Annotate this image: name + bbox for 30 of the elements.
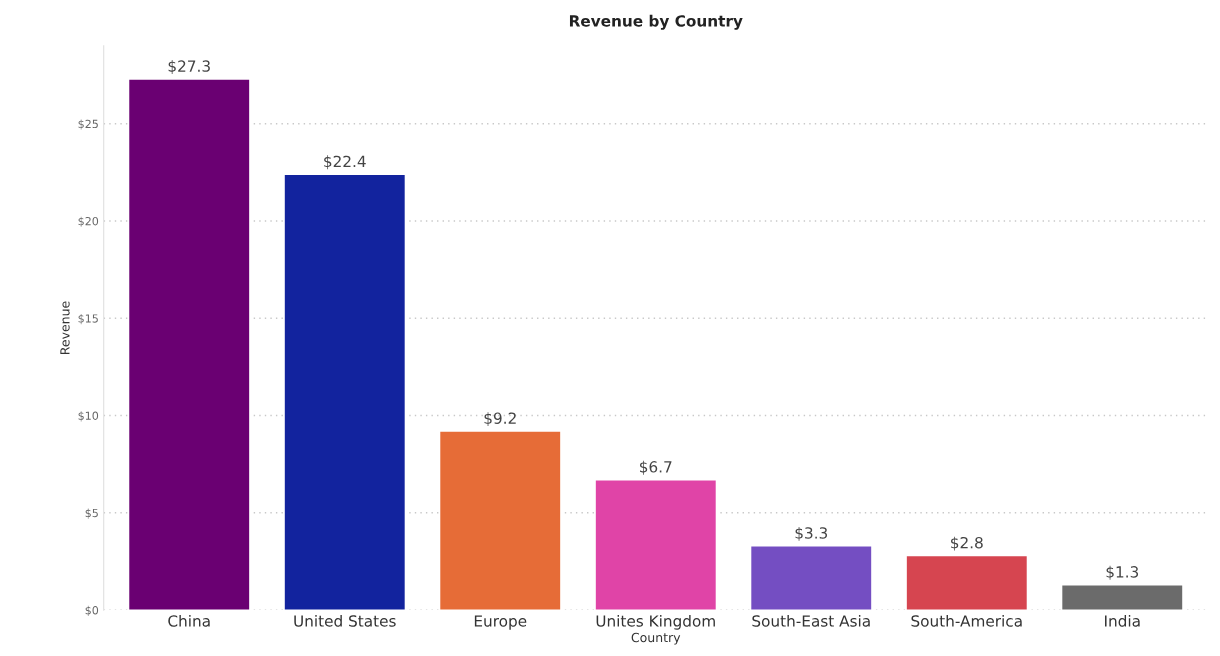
data-label: $6.7 xyxy=(640,460,672,475)
y-tick-label: $0 xyxy=(85,605,99,616)
data-label: $2.8 xyxy=(951,536,983,551)
x-tick-label: China xyxy=(168,614,210,627)
bar xyxy=(749,545,873,611)
x-tick-label: South-East Asia xyxy=(752,614,870,627)
data-label: $1.3 xyxy=(1106,565,1139,580)
y-tick-label: $25 xyxy=(78,119,98,130)
x-tick-label: South-America xyxy=(911,614,1022,627)
x-tick-label: India xyxy=(1105,614,1140,627)
data-label: $3.3 xyxy=(795,526,828,541)
x-tick-label: United States xyxy=(294,614,396,627)
data-label: $22.4 xyxy=(324,155,366,170)
bar xyxy=(283,173,407,611)
y-tick-label: $10 xyxy=(78,411,99,422)
y-tick-label: $20 xyxy=(78,216,99,227)
y-axis-title: Revenue xyxy=(60,301,70,354)
bar xyxy=(1060,584,1184,611)
chart-title: Revenue by Country xyxy=(569,14,743,30)
x-axis-title: Country xyxy=(631,632,681,645)
x-tick-label: Europe xyxy=(474,615,527,630)
bar xyxy=(438,430,562,611)
bar xyxy=(594,479,718,611)
y-tick-label: $15 xyxy=(78,314,98,325)
x-tick-label: Unites Kingdom xyxy=(596,614,715,630)
data-label: $9.2 xyxy=(484,412,516,427)
data-label: $27.3 xyxy=(168,60,210,74)
bar xyxy=(127,78,251,611)
y-tick-label: $5 xyxy=(85,508,98,519)
bar xyxy=(905,554,1029,611)
